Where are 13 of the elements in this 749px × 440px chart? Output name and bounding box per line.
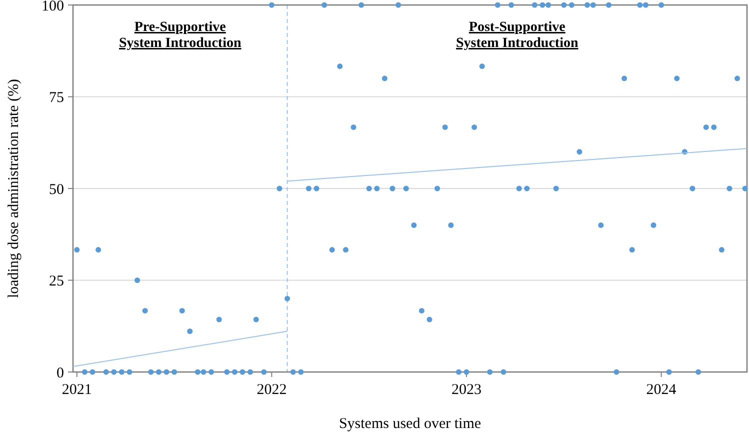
annotation: Pre-Supportive System Introduction bbox=[119, 20, 242, 51]
x-axis-title: Systems used over time bbox=[338, 416, 482, 432]
y-tick-label: 75 bbox=[49, 90, 64, 106]
y-tick-label: 0 bbox=[56, 365, 64, 382]
y-tick-label: 100 bbox=[42, 0, 64, 14]
y-tick-label: 50 bbox=[49, 182, 64, 198]
x-tick-label: 2024 bbox=[646, 382, 677, 398]
x-tick-label: 2022 bbox=[256, 382, 287, 398]
annotation: Post-Supportive System Introduction bbox=[456, 20, 578, 51]
y-axis-title: loading dose administration rate (%) bbox=[6, 78, 22, 298]
x-tick-label: 2021 bbox=[62, 382, 92, 398]
x-tick-label: 2023 bbox=[451, 382, 482, 398]
y-tick-label: 25 bbox=[49, 274, 64, 290]
